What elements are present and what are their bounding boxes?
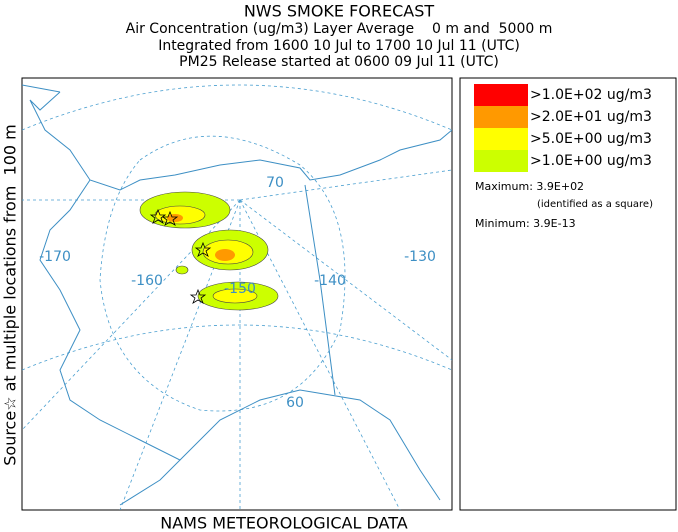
legend-label: >2.0E+01 ug/m3 [530,109,652,125]
graticule-label: -160 [131,273,163,289]
subtitle: Integrated from 1600 10 Jul to 1700 10 J… [158,38,520,54]
graticule-label: 60 [286,395,304,411]
footer: NAMS METEOROLOGICAL DATA [160,514,408,532]
coastline [29,91,452,191]
coastline [179,389,441,501]
graticule-label: -150 [224,281,256,297]
graticule-label: -130 [404,249,436,265]
legend-swatch [474,150,528,172]
coastline [22,84,61,93]
minimum: Minimum: 3.9E-13 [475,217,576,230]
subtitle: PM25 Release started at 0600 09 Jul 11 (… [179,54,499,70]
graticule [22,199,241,431]
graticule [239,199,401,510]
legend-swatch [474,84,528,106]
graticule-label: -170 [39,249,71,265]
graticule [22,84,452,131]
graticule [22,324,452,371]
legend-swatch [474,128,528,150]
graticule-label: 70 [266,175,284,191]
legend-swatch [474,106,528,128]
legend-label: >1.0E+02 ug/m3 [530,87,652,103]
smoke-plumes [139,191,279,311]
border [304,184,336,396]
graticule [239,199,452,361]
legend-label: >1.0E+00 ug/m3 [530,153,652,169]
graticule-label: -140 [314,273,346,289]
legend-label: >5.0E+00 ug/m3 [530,131,652,147]
side-label: Source☆ at multiple locations from 100 m [1,124,20,466]
legend: >1.0E+02 ug/m3 >2.0E+01 ug/m3 >5.0E+00 ug/… [459,77,677,511]
map: 70 -170 -160 -150 -140 -130 60 [21,77,453,511]
source-stars [149,208,212,304]
maximum: Maximum: 3.9E+02 [475,180,584,193]
graticule [99,135,346,412]
subtitle: Air Concentration (ug/m3) Layer Average … [126,21,553,37]
maximum-note: (identified as a square) [537,199,653,210]
title: NWS SMOKE FORECAST [244,2,435,21]
